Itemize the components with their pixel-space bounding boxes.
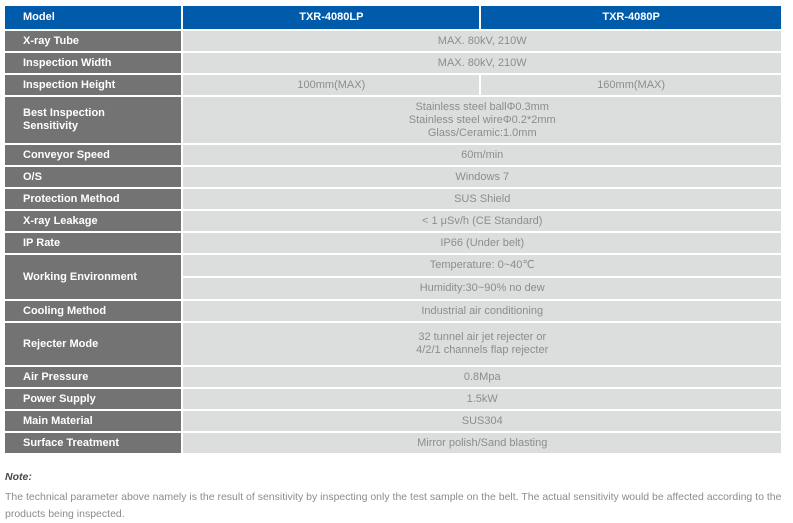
row-label: Surface Treatment — [5, 433, 182, 453]
row-label: Protection Method — [5, 189, 182, 209]
value-line: 32 tunnel air jet rejecter or — [418, 331, 547, 343]
row-value-lp: 100mm(MAX) — [183, 75, 480, 95]
note-section: Note: The technical parameter above name… — [5, 471, 788, 523]
row-value: 32 tunnel air jet rejecter or 4/2/1 chan… — [183, 323, 781, 365]
row-label: X-ray Tube — [5, 31, 182, 51]
row-value: MAX. 80kV, 210W — [183, 53, 781, 73]
row-value-humidity: Humidity:30~90% no dew — [183, 278, 781, 299]
row-label: Working Environment — [5, 255, 182, 299]
row-label: X-ray Leakage — [5, 211, 182, 231]
table-row-best-inspection-sensitivity: Best Inspection Sensitivity Stainless st… — [5, 97, 781, 143]
row-label: IP Rate — [5, 233, 182, 253]
table-row-inspection-height: Inspection Height 100mm(MAX) 160mm(MAX) — [5, 75, 781, 95]
row-value-temperature: Temperature: 0~40℃ — [183, 255, 781, 276]
table-row-air-pressure: Air Pressure 0.8Mpa — [5, 367, 781, 387]
table-row-os: O/S Windows 7 — [5, 167, 781, 187]
row-label: Power Supply — [5, 389, 182, 409]
row-label: Conveyor Speed — [5, 145, 182, 165]
value-line: 4/2/1 channels flap rejecter — [416, 344, 549, 356]
table-row-xray-leakage: X-ray Leakage < 1 μSv/h (CE Standard) — [5, 211, 781, 231]
table-row-surface-treatment: Surface Treatment Mirror polish/Sand bla… — [5, 433, 781, 453]
row-value: 0.8Mpa — [183, 367, 781, 387]
value-line: Glass/Ceramic:1.0mm — [427, 126, 537, 139]
row-label: Inspection Height — [5, 75, 182, 95]
table-row-power-supply: Power Supply 1.5kW — [5, 389, 781, 409]
row-value: Stainless steel ballΦ0.3mm Stainless ste… — [183, 97, 781, 143]
row-label: Best Inspection Sensitivity — [5, 97, 182, 143]
value-line: Stainless steel ballΦ0.3mm — [415, 100, 549, 113]
row-value-p: 160mm(MAX) — [481, 75, 781, 95]
table-header-row: Model TXR-4080LP TXR-4080P — [5, 6, 781, 29]
table-row-main-material: Main Material SUS304 — [5, 411, 781, 431]
spec-table: Model TXR-4080LP TXR-4080P X-ray Tube MA… — [3, 4, 783, 455]
row-label: Air Pressure — [5, 367, 182, 387]
table-row-ip-rate: IP Rate IP66 (Under belt) — [5, 233, 781, 253]
note-body: The technical parameter above namely is … — [5, 491, 782, 520]
row-label: Inspection Width — [5, 53, 182, 73]
table-row-cooling-method: Cooling Method Industrial air conditioni… — [5, 301, 781, 321]
row-value: IP66 (Under belt) — [183, 233, 781, 253]
table-row-working-environment: Working Environment Temperature: 0~40℃ — [5, 255, 781, 299]
row-value: Windows 7 — [183, 167, 781, 187]
value-line: Stainless steel wireΦ0.2*2mm — [408, 113, 556, 126]
row-value: < 1 μSv/h (CE Standard) — [183, 211, 781, 231]
row-value: 60m/min — [183, 145, 781, 165]
row-value: SUS304 — [183, 411, 781, 431]
row-value: SUS Shield — [183, 189, 781, 209]
table-row-rejecter-mode: Rejecter Mode 32 tunnel air jet rejecter… — [5, 323, 781, 365]
row-label: Main Material — [5, 411, 182, 431]
table-row-xray-tube: X-ray Tube MAX. 80kV, 210W — [5, 31, 781, 51]
row-label: Rejecter Mode — [5, 323, 182, 365]
table-row-working-environment-humidity: Humidity:30~90% no dew — [5, 278, 781, 299]
table-row-conveyor-speed: Conveyor Speed 60m/min — [5, 145, 781, 165]
note-title: Note: — [5, 471, 32, 483]
header-model-lp: TXR-4080LP — [183, 6, 480, 29]
header-model-p: TXR-4080P — [481, 6, 781, 29]
table-row-inspection-width: Inspection Width MAX. 80kV, 210W — [5, 53, 781, 73]
row-value: 1.5kW — [183, 389, 781, 409]
row-value: Mirror polish/Sand blasting — [183, 433, 781, 453]
table-row-protection-method: Protection Method SUS Shield — [5, 189, 781, 209]
row-value: Industrial air conditioning — [183, 301, 781, 321]
row-label: O/S — [5, 167, 182, 187]
row-label: Cooling Method — [5, 301, 182, 321]
row-value: MAX. 80kV, 210W — [183, 31, 781, 51]
header-model: Model — [5, 6, 182, 29]
